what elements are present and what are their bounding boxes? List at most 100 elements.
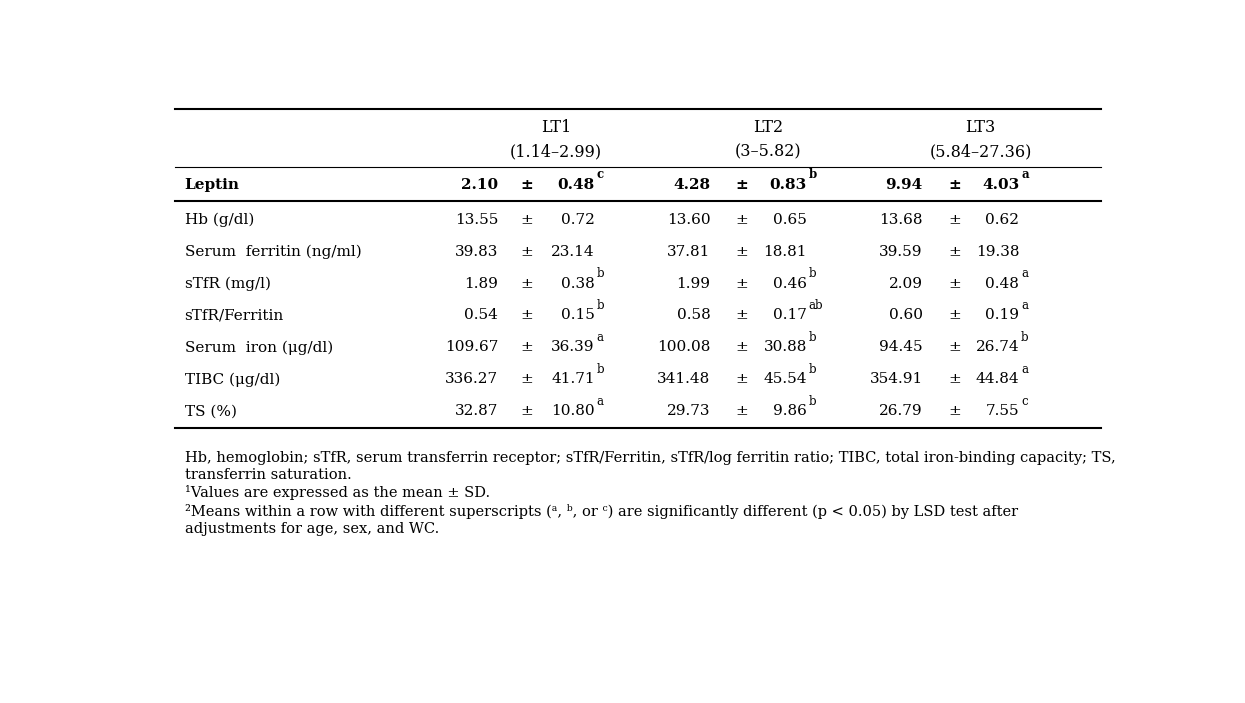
Text: 0.48: 0.48 <box>985 276 1020 290</box>
Text: 45.54: 45.54 <box>763 373 807 387</box>
Text: b: b <box>809 331 817 344</box>
Text: 0.72: 0.72 <box>560 213 595 226</box>
Text: 0.38: 0.38 <box>561 276 595 290</box>
Text: 36.39: 36.39 <box>552 340 595 354</box>
Text: 18.81: 18.81 <box>763 245 807 259</box>
Text: 0.48: 0.48 <box>558 177 595 191</box>
Text: Hb, hemoglobin; sTfR, serum transferrin receptor; sTfR/Ferritin, sTfR/log ferrit: Hb, hemoglobin; sTfR, serum transferrin … <box>184 451 1116 465</box>
Text: 2.09: 2.09 <box>889 276 923 290</box>
Text: 0.46: 0.46 <box>773 276 807 290</box>
Text: ±: ± <box>949 245 961 259</box>
Text: ±: ± <box>949 309 961 323</box>
Text: ±: ± <box>520 404 533 418</box>
Text: 32.87: 32.87 <box>454 404 498 418</box>
Text: ±: ± <box>520 373 533 387</box>
Text: ±: ± <box>735 177 748 191</box>
Text: sTfR/Ferritin: sTfR/Ferritin <box>184 309 284 323</box>
Text: Serum  ferritin (ng/ml): Serum ferritin (ng/ml) <box>184 245 361 259</box>
Text: b: b <box>809 363 817 376</box>
Text: 354.91: 354.91 <box>869 373 923 387</box>
Text: TS (%): TS (%) <box>184 404 237 418</box>
Text: ²Means within a row with different superscripts (ᵃ, ᵇ, or ᶜ) are significantly d: ²Means within a row with different super… <box>184 505 1017 520</box>
Text: ±: ± <box>520 309 533 323</box>
Text: 37.81: 37.81 <box>667 245 711 259</box>
Text: ±: ± <box>735 404 748 418</box>
Text: 41.71: 41.71 <box>552 373 595 387</box>
Text: 9.94: 9.94 <box>885 177 923 191</box>
Text: ±: ± <box>949 373 961 387</box>
Text: 39.83: 39.83 <box>454 245 498 259</box>
Text: b: b <box>809 168 817 181</box>
Text: 10.80: 10.80 <box>552 404 595 418</box>
Text: ±: ± <box>735 340 748 354</box>
Text: ±: ± <box>520 177 533 191</box>
Text: 341.48: 341.48 <box>657 373 711 387</box>
Text: (3–5.82): (3–5.82) <box>735 143 802 160</box>
Text: 9.86: 9.86 <box>773 404 807 418</box>
Text: 19.38: 19.38 <box>976 245 1020 259</box>
Text: ±: ± <box>735 213 748 226</box>
Text: LT3: LT3 <box>965 120 996 136</box>
Text: ±: ± <box>735 245 748 259</box>
Text: a: a <box>1021 363 1028 376</box>
Text: ±: ± <box>520 340 533 354</box>
Text: a: a <box>1021 267 1028 280</box>
Text: b: b <box>809 395 817 408</box>
Text: a: a <box>596 331 604 344</box>
Text: LT2: LT2 <box>753 120 783 136</box>
Text: 0.65: 0.65 <box>773 213 807 226</box>
Text: 109.67: 109.67 <box>444 340 498 354</box>
Text: a: a <box>596 395 604 408</box>
Text: c: c <box>596 168 604 181</box>
Text: Serum  iron (μg/dl): Serum iron (μg/dl) <box>184 340 332 354</box>
Text: 1.89: 1.89 <box>464 276 498 290</box>
Text: transferrin saturation.: transferrin saturation. <box>184 468 351 482</box>
Text: ±: ± <box>949 213 961 226</box>
Text: 44.84: 44.84 <box>976 373 1020 387</box>
Text: 2.10: 2.10 <box>461 177 498 191</box>
Text: ±: ± <box>520 276 533 290</box>
Text: 39.59: 39.59 <box>879 245 923 259</box>
Text: 7.55: 7.55 <box>986 404 1020 418</box>
Text: 0.19: 0.19 <box>985 309 1020 323</box>
Text: 0.83: 0.83 <box>769 177 807 191</box>
Text: ¹Values are expressed as the mean ± SD.: ¹Values are expressed as the mean ± SD. <box>184 485 489 500</box>
Text: Hb (g/dl): Hb (g/dl) <box>184 212 254 227</box>
Text: 0.58: 0.58 <box>677 309 711 323</box>
Text: a: a <box>1021 299 1028 312</box>
Text: 0.54: 0.54 <box>464 309 498 323</box>
Text: b: b <box>596 299 604 312</box>
Text: 4.28: 4.28 <box>674 177 711 191</box>
Text: 13.55: 13.55 <box>454 213 498 226</box>
Text: 0.62: 0.62 <box>985 213 1020 226</box>
Text: b: b <box>809 267 817 280</box>
Text: ±: ± <box>735 373 748 387</box>
Text: 4.03: 4.03 <box>982 177 1020 191</box>
Text: 30.88: 30.88 <box>763 340 807 354</box>
Text: b: b <box>596 267 604 280</box>
Text: (5.84–27.36): (5.84–27.36) <box>930 143 1032 160</box>
Text: 100.08: 100.08 <box>657 340 711 354</box>
Text: (1.14–2.99): (1.14–2.99) <box>510 143 603 160</box>
Text: TIBC (μg/dl): TIBC (μg/dl) <box>184 372 280 387</box>
Text: a: a <box>1021 168 1028 181</box>
Text: ±: ± <box>735 276 748 290</box>
Text: 13.68: 13.68 <box>879 213 923 226</box>
Text: ±: ± <box>735 309 748 323</box>
Text: 0.17: 0.17 <box>773 309 807 323</box>
Text: ±: ± <box>949 404 961 418</box>
Text: ±: ± <box>949 177 961 191</box>
Text: b: b <box>1021 331 1028 344</box>
Text: c: c <box>1021 395 1027 408</box>
Text: sTfR (mg/l): sTfR (mg/l) <box>184 276 270 291</box>
Text: 0.15: 0.15 <box>560 309 595 323</box>
Text: 29.73: 29.73 <box>667 404 711 418</box>
Text: 26.79: 26.79 <box>879 404 923 418</box>
Text: b: b <box>596 363 604 376</box>
Text: 23.14: 23.14 <box>552 245 595 259</box>
Text: 94.45: 94.45 <box>879 340 923 354</box>
Text: 0.60: 0.60 <box>889 309 923 323</box>
Text: ±: ± <box>520 213 533 226</box>
Text: 1.99: 1.99 <box>676 276 711 290</box>
Text: adjustments for age, sex, and WC.: adjustments for age, sex, and WC. <box>184 522 438 536</box>
